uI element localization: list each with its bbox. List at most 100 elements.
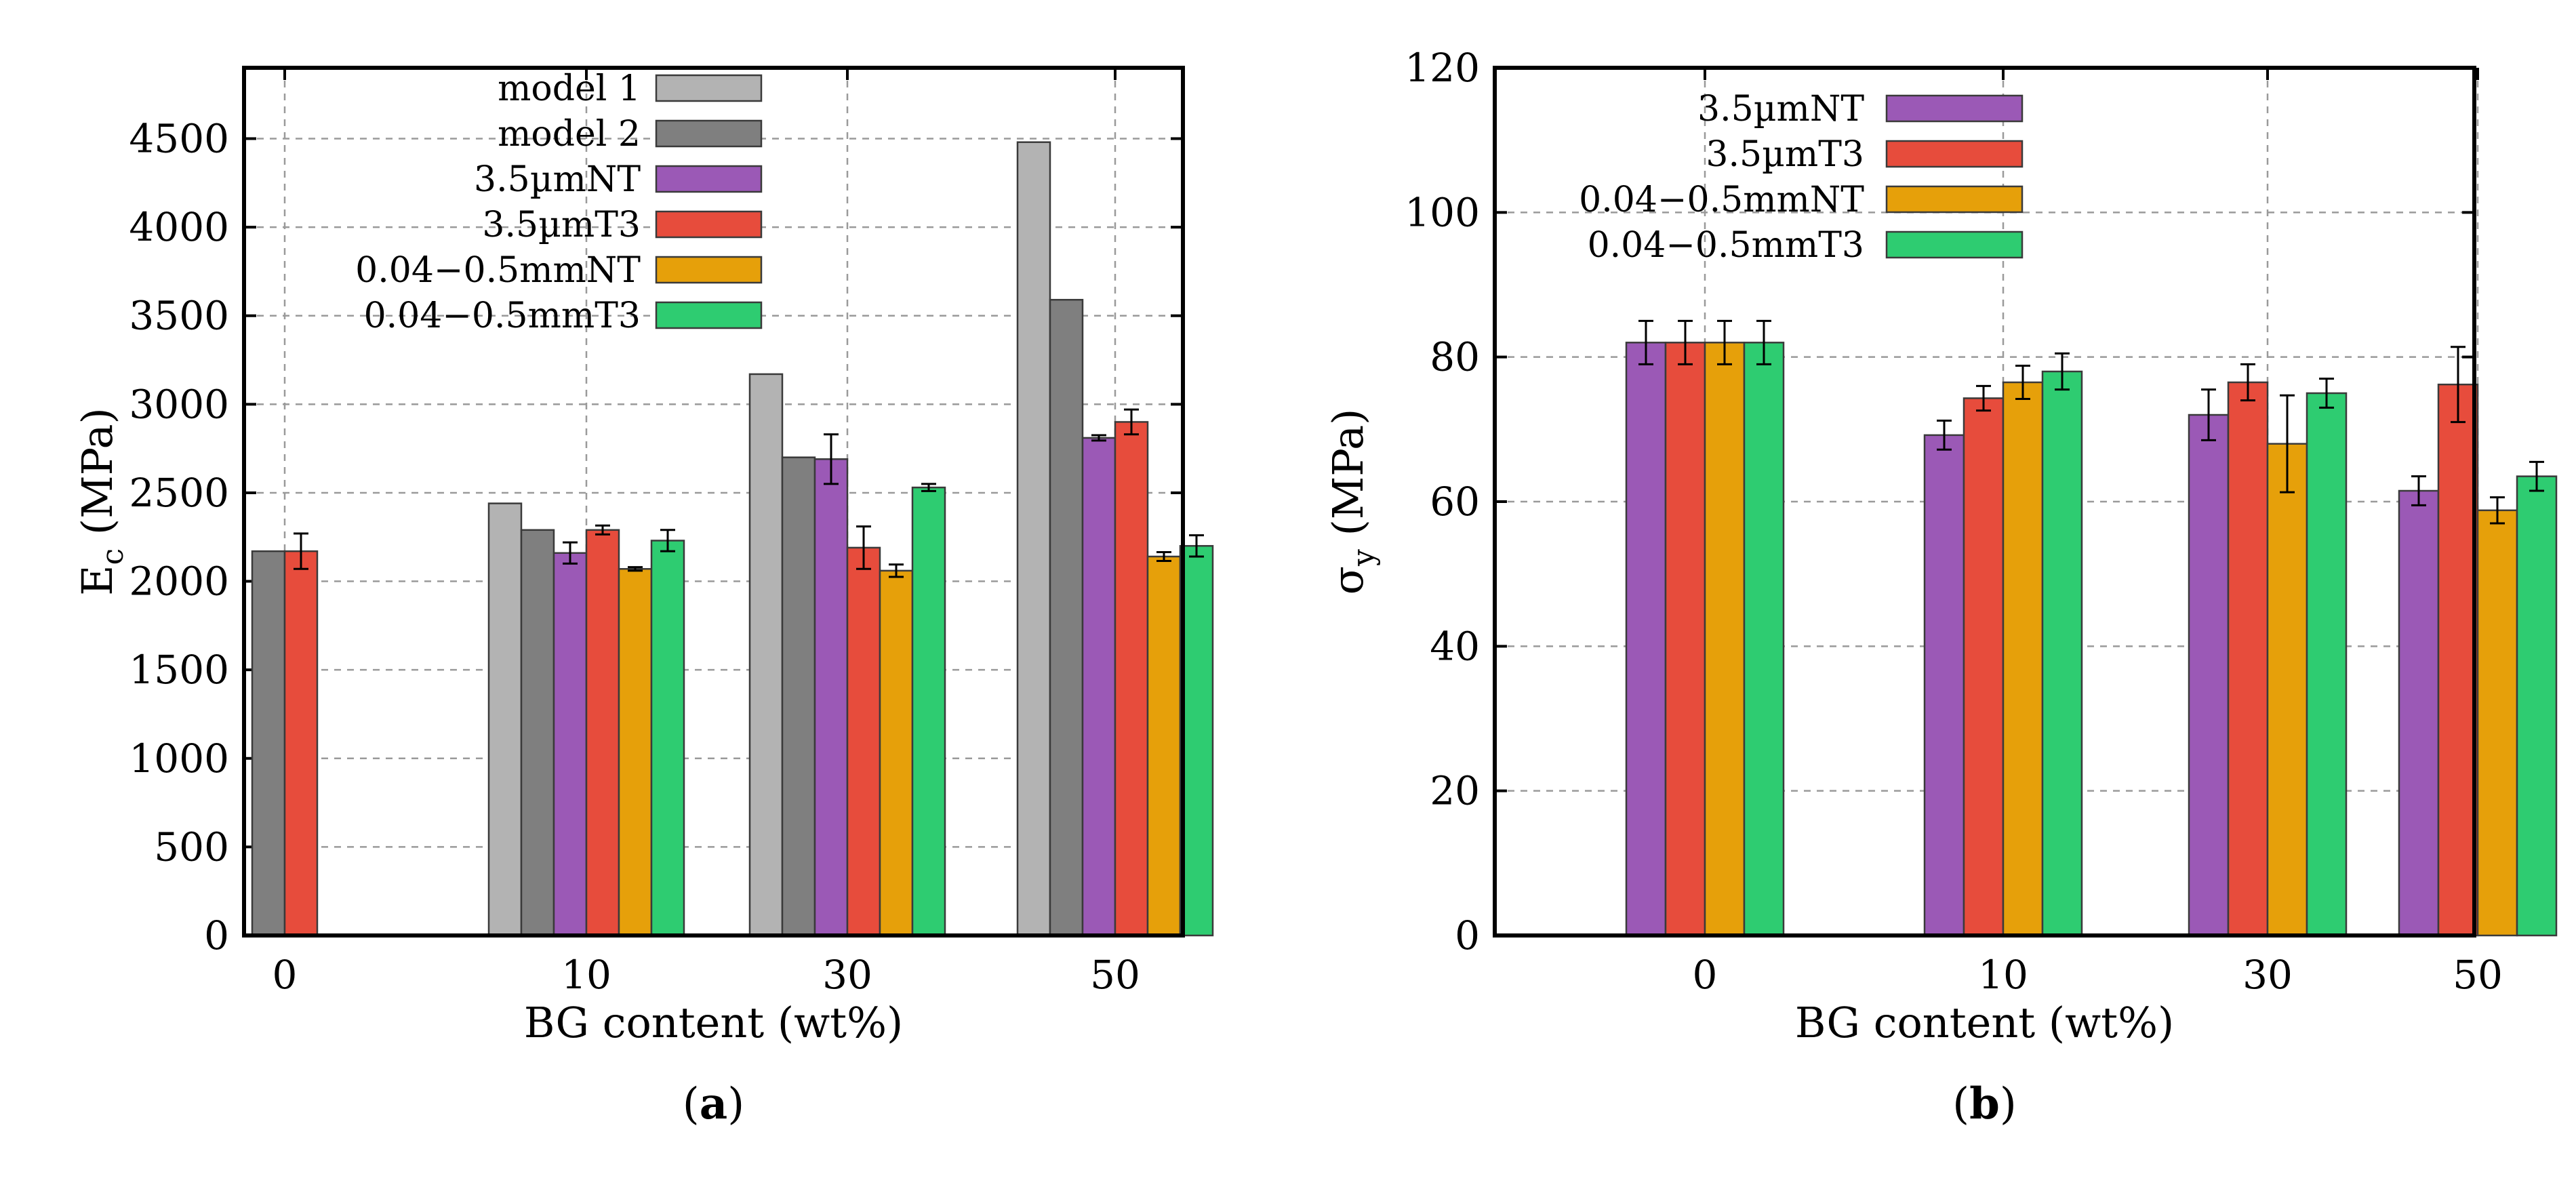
x-tick-label: 30 bbox=[2242, 952, 2293, 998]
bar-mm_nt bbox=[619, 569, 651, 935]
legend-label: 3.5µmNT bbox=[474, 159, 641, 200]
legend-swatch-mm_t3 bbox=[1887, 232, 2022, 258]
y-tick-label: 40 bbox=[1430, 623, 1480, 669]
y-tick-label: 1000 bbox=[129, 735, 229, 782]
x-tick-label: 0 bbox=[1693, 952, 1718, 998]
x-axis-label: BG content (wt%) bbox=[1795, 998, 2174, 1047]
bar-mm_nt bbox=[2268, 444, 2307, 935]
y-tick-label: 120 bbox=[1405, 45, 1480, 91]
y-tick-label: 20 bbox=[1430, 768, 1480, 814]
legend-label: 3.5µmNT bbox=[1697, 89, 1864, 129]
bar-um_t3 bbox=[285, 551, 317, 935]
y-tick-label: 60 bbox=[1430, 479, 1480, 525]
bar-model1 bbox=[489, 504, 521, 935]
legend-label: 3.5µmT3 bbox=[1706, 134, 1864, 175]
bar-model2 bbox=[252, 551, 285, 935]
y-tick-label: 4500 bbox=[129, 115, 229, 161]
bar-um_t3 bbox=[2228, 382, 2268, 935]
x-tick-label: 30 bbox=[822, 952, 872, 998]
y-tick-label: 2500 bbox=[129, 470, 229, 516]
bar-um_t3 bbox=[586, 530, 619, 935]
legend-swatch-mm_nt bbox=[1887, 186, 2022, 212]
bar-model1 bbox=[1018, 142, 1050, 935]
legend-swatch-um_t3 bbox=[656, 211, 761, 237]
bar-mm_nt bbox=[2003, 382, 2042, 935]
y-tick-label: 0 bbox=[1455, 912, 1480, 959]
y-axis-label: σy (MPa) bbox=[1323, 409, 1381, 595]
legend-label: 3.5µmT3 bbox=[482, 205, 641, 245]
bar-um_nt bbox=[1925, 435, 1964, 935]
caption-open: ( bbox=[683, 1079, 700, 1129]
bar-um_nt bbox=[554, 553, 586, 935]
legend-label: 0.04−0.5mmNT bbox=[355, 250, 641, 291]
legend-label: 0.04−0.5mmNT bbox=[1579, 180, 1864, 220]
y-tick-label: 100 bbox=[1405, 189, 1480, 235]
caption-letter: a bbox=[700, 1079, 727, 1129]
x-axis-label: BG content (wt%) bbox=[524, 998, 903, 1047]
bar-mm_t3 bbox=[651, 540, 684, 935]
y-axis-label-main: σ bbox=[1323, 566, 1373, 594]
x-tick-label: 0 bbox=[273, 952, 298, 998]
bar-um_t3 bbox=[847, 548, 880, 935]
bar-um_nt bbox=[1083, 438, 1115, 935]
legend: model 1 model 23.5µmNT 3.5µmT3 0.04−0.5mmNT… bbox=[355, 68, 761, 336]
bar-mm_nt bbox=[2478, 510, 2517, 935]
y-tick-label: 80 bbox=[1430, 334, 1480, 380]
y-tick-label: 500 bbox=[154, 824, 229, 870]
caption-close: ) bbox=[2000, 1079, 2017, 1129]
legend-swatch-mm_nt bbox=[656, 257, 761, 283]
bar-um_t3 bbox=[1964, 398, 2003, 935]
bar-model2 bbox=[521, 530, 554, 935]
legend-label: model 2 bbox=[498, 114, 641, 155]
y-axis-label: Ec (MPa) bbox=[73, 407, 130, 595]
bar-um_t3 bbox=[1666, 342, 1705, 935]
y-axis-label-unit: (MPa) bbox=[73, 407, 122, 548]
bar-mm_t3 bbox=[1744, 342, 1784, 935]
bar-model2 bbox=[782, 458, 815, 935]
bar-mm_t3 bbox=[1180, 546, 1213, 935]
panel-caption: (a) bbox=[683, 1079, 744, 1129]
legend-swatch-um_t3 bbox=[1887, 141, 2022, 167]
panel-caption: (b) bbox=[1952, 1079, 2017, 1129]
caption-letter: b bbox=[1969, 1079, 2000, 1129]
bar-mm_nt bbox=[880, 571, 912, 935]
bar-mm_t3 bbox=[2307, 393, 2346, 935]
x-tick-label: 50 bbox=[2453, 952, 2503, 998]
y-tick-label: 4000 bbox=[129, 204, 229, 250]
y-tick-label: 3500 bbox=[129, 293, 229, 339]
figure: 0500100015002000250030003500400045000 10 3… bbox=[0, 0, 2576, 1189]
legend: 3.5µmNT 3.5µmT3 0.04−0.5mmNT 0.04−0.5mmT3 bbox=[1579, 89, 2022, 266]
legend-label: model 1 bbox=[498, 68, 641, 109]
bar-mm_nt bbox=[1148, 557, 1180, 935]
y-tick-label: 1500 bbox=[129, 647, 229, 693]
bar-mm_t3 bbox=[2517, 477, 2556, 935]
bar-model1 bbox=[750, 374, 782, 935]
y-tick-label: 3000 bbox=[129, 381, 229, 427]
y-tick-label: 2000 bbox=[129, 559, 229, 605]
legend-label: 0.04−0.5mmT3 bbox=[364, 296, 641, 336]
legend-swatch-um_nt bbox=[1887, 96, 2022, 121]
bar-mm_t3 bbox=[2042, 371, 2082, 935]
y-axis-label-sub: y bbox=[1346, 549, 1381, 567]
chart-panel-b: 0 20 40 60 80 100 120 0 10 30 50 3.5µmNT 3.5µmT3 0.04… bbox=[1323, 45, 2556, 1129]
bar-mm_t3 bbox=[912, 487, 945, 935]
caption-open: ( bbox=[1952, 1079, 1969, 1129]
legend-swatch-um_nt bbox=[656, 166, 761, 192]
legend-swatch-model1 bbox=[656, 75, 761, 101]
bar-um_nt bbox=[2189, 415, 2228, 935]
x-tick-label: 50 bbox=[1090, 952, 1140, 998]
y-axis-label-main: E bbox=[73, 565, 122, 595]
y-axis-label-unit: (MPa) bbox=[1323, 409, 1373, 549]
y-tick-label: 0 bbox=[204, 912, 229, 959]
caption-close: ) bbox=[727, 1079, 744, 1129]
bar-um_t3 bbox=[2438, 384, 2478, 935]
x-tick-label: 10 bbox=[1978, 952, 2028, 998]
legend-swatch-model2 bbox=[656, 121, 761, 146]
bar-um_nt bbox=[2399, 491, 2438, 935]
legend-swatch-mm_t3 bbox=[656, 302, 761, 328]
chart-panel-a: 0 500 1000 1500 2000 2500 3000 3500 4000 4500 0 10 3… bbox=[73, 68, 1213, 1129]
bar-um_t3 bbox=[1115, 422, 1148, 935]
x-tick-label: 10 bbox=[561, 952, 611, 998]
legend-label: 0.04−0.5mmT3 bbox=[1588, 225, 1864, 266]
bar-um_nt bbox=[815, 459, 847, 935]
